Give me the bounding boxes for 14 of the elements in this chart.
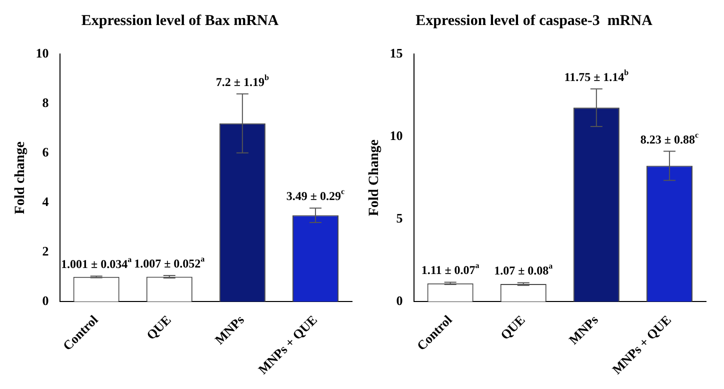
y-tick-label: 10 (36, 45, 49, 60)
chart-title: Expression level of caspase-3 mRNA (416, 12, 653, 29)
y-tick-label: 10 (390, 128, 403, 143)
y-axis-title: Fold change (13, 141, 28, 214)
y-tick-label: 6 (42, 144, 50, 160)
y-tick-label: 2 (42, 244, 49, 259)
y-tick-label: 8 (42, 94, 50, 110)
y-tick-label: 15 (390, 45, 404, 60)
y-tick-label: 5 (396, 210, 404, 226)
y-tick-label: 0 (396, 293, 403, 308)
chart-title: Expression level of Bax mRNA (81, 12, 279, 29)
y-tick-label: 4 (42, 194, 50, 209)
y-axis-title: Fold Change (367, 140, 382, 216)
y-tick-label: 0 (42, 293, 49, 308)
